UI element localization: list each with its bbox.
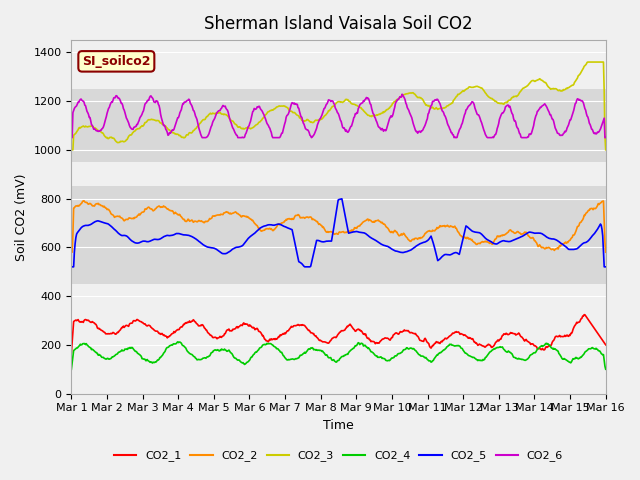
CO2_5 — [602, 264, 609, 270]
Line: CO2_4: CO2_4 — [72, 342, 605, 369]
CO2_4 — [68, 366, 76, 372]
CO2_2 — [77, 201, 85, 206]
CO2_1 — [132, 318, 140, 324]
CO2_1 — [403, 328, 411, 334]
CO2_2 — [420, 233, 428, 239]
Title: Sherman Island Vaisala Soil CO2: Sherman Island Vaisala Soil CO2 — [204, 15, 473, 33]
CO2_4 — [216, 348, 223, 354]
Text: SI_soilco2: SI_soilco2 — [82, 55, 150, 68]
CO2_4 — [404, 346, 412, 351]
Line: CO2_5: CO2_5 — [72, 199, 605, 267]
Line: CO2_3: CO2_3 — [72, 62, 605, 150]
CO2_3 — [214, 110, 222, 116]
CO2_6 — [77, 96, 85, 102]
CO2_1 — [214, 335, 222, 341]
CO2_4 — [77, 342, 85, 348]
CO2_6 — [602, 135, 609, 141]
CO2_2 — [188, 218, 195, 224]
CO2_5 — [404, 248, 412, 254]
CO2_4 — [132, 348, 140, 354]
CO2_2 — [133, 214, 141, 220]
CO2_1 — [77, 319, 85, 325]
CO2_2 — [404, 237, 412, 242]
CO2_3 — [584, 59, 592, 65]
CO2_6 — [132, 123, 140, 129]
CO2_1 — [68, 350, 76, 356]
CO2_3 — [602, 147, 609, 153]
CO2_3 — [132, 127, 140, 132]
CO2_3 — [186, 130, 194, 135]
CO2_6 — [214, 108, 222, 114]
Y-axis label: Soil CO2 (mV): Soil CO2 (mV) — [15, 173, 28, 261]
Line: CO2_2: CO2_2 — [72, 201, 605, 252]
Bar — [72, 89, 605, 162]
CO2_6 — [186, 100, 194, 106]
CO2_6 — [404, 106, 412, 112]
CO2_2 — [216, 212, 223, 217]
Line: CO2_1: CO2_1 — [72, 315, 605, 353]
CO2_4 — [188, 351, 195, 357]
CO2_6 — [398, 91, 406, 97]
CO2_5 — [214, 248, 222, 254]
CO2_5 — [186, 233, 194, 239]
CO2_5 — [77, 225, 85, 231]
CO2_5 — [338, 196, 346, 202]
CO2_3 — [68, 147, 76, 153]
CO2_1 — [580, 312, 588, 318]
Legend: CO2_1, CO2_2, CO2_3, CO2_4, CO2_5, CO2_6: CO2_1, CO2_2, CO2_3, CO2_4, CO2_5, CO2_6 — [109, 446, 568, 466]
CO2_6 — [420, 125, 428, 131]
CO2_1 — [602, 342, 609, 348]
X-axis label: Time: Time — [323, 419, 354, 432]
CO2_5 — [132, 240, 140, 246]
CO2_3 — [403, 91, 411, 96]
Line: CO2_6: CO2_6 — [72, 94, 605, 138]
CO2_4 — [420, 354, 428, 360]
CO2_3 — [419, 97, 427, 103]
CO2_4 — [174, 339, 182, 345]
CO2_3 — [77, 124, 85, 130]
CO2_2 — [602, 249, 609, 255]
CO2_1 — [419, 338, 427, 344]
CO2_6 — [68, 135, 76, 141]
CO2_5 — [420, 240, 428, 245]
CO2_2 — [80, 198, 88, 204]
CO2_2 — [68, 249, 76, 255]
CO2_1 — [186, 319, 194, 325]
CO2_4 — [602, 366, 609, 372]
CO2_5 — [68, 264, 76, 270]
Bar — [72, 186, 605, 284]
